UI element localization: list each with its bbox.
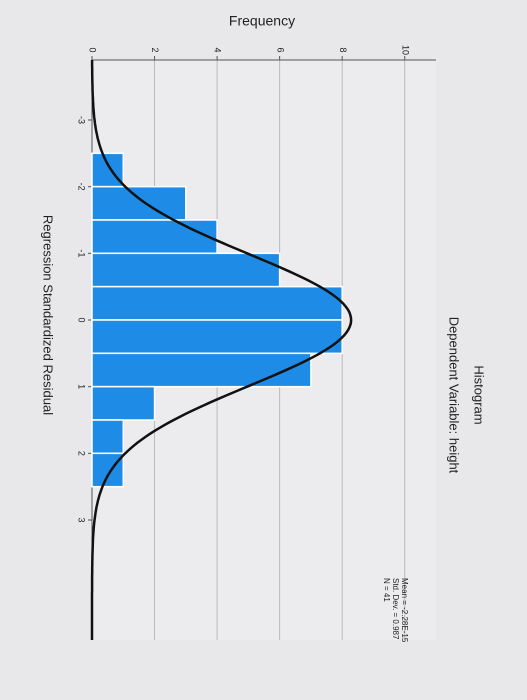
y-tick-label: 10 — [400, 45, 410, 55]
bar — [91, 285, 343, 321]
bar — [91, 185, 187, 221]
x-tick-label: -2 — [77, 183, 87, 191]
y-tick-label: 8 — [338, 47, 348, 52]
bar — [91, 352, 312, 388]
x-tick-label: -1 — [77, 249, 87, 257]
bar — [91, 419, 125, 455]
stats-label: N = 41 — [382, 578, 391, 602]
stats-label: Std. Dev. = 0.987 — [391, 578, 400, 640]
chart-subtitle: Dependent Variable: height — [447, 317, 462, 474]
bar — [91, 319, 343, 355]
chart-title: Histogram — [472, 365, 487, 424]
bar — [91, 452, 125, 488]
y-tick-label: 2 — [150, 47, 160, 52]
normal-curve — [90, 60, 353, 640]
y-tick-label: 6 — [275, 47, 285, 52]
x-tick-label: -3 — [77, 116, 87, 124]
x-tick-label: 2 — [77, 451, 87, 456]
bar — [91, 252, 281, 288]
x-tick-label: 1 — [77, 384, 87, 389]
bar — [91, 152, 125, 188]
bar — [91, 219, 218, 255]
bar — [91, 385, 156, 421]
stats-label: Mean = -2.28E-15 — [400, 578, 409, 643]
x-axis-label: Regression Standardized Residual — [41, 215, 56, 415]
y-tick-label: 4 — [213, 47, 223, 52]
x-tick-label: 0 — [77, 317, 87, 322]
y-axis-label: Frequency — [229, 13, 295, 29]
x-tick-label: 3 — [77, 517, 87, 522]
y-tick-label: 0 — [88, 47, 98, 52]
